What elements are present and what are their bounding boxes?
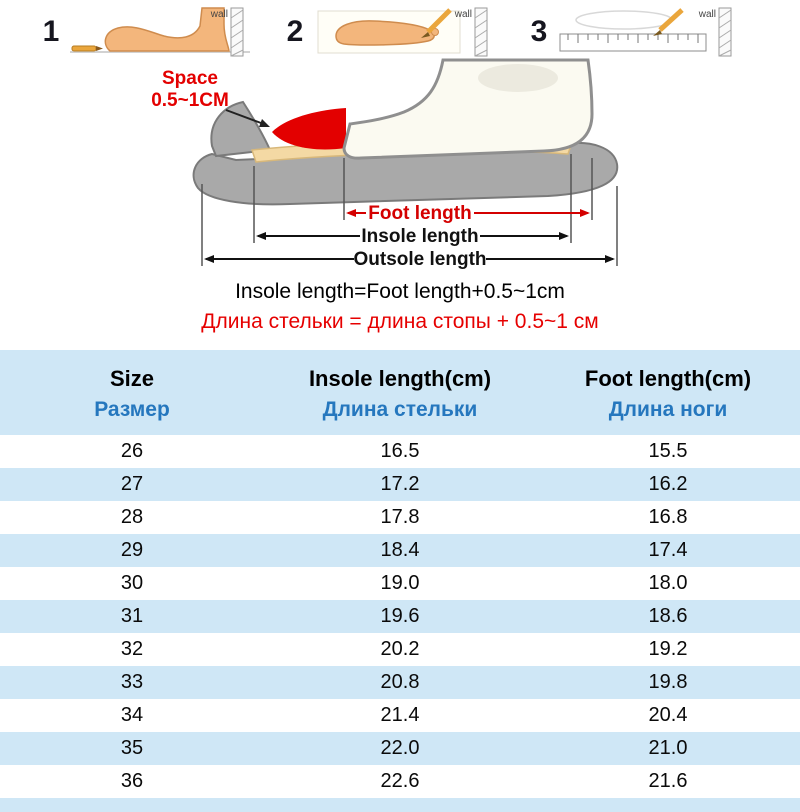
size-cell: 27 (120, 473, 144, 495)
foot-cell: 18.0 (648, 572, 688, 594)
column-header-foot-en: Foot length(cm) (584, 366, 752, 392)
foot-diagram-svg: Space 0.5~1CM Foot length (151, 58, 619, 270)
size-cell: 30 (120, 572, 144, 594)
outsole-length-label: Outsole length (354, 249, 487, 270)
table-row: 27 17.2 16.2 (0, 468, 800, 501)
foot-cell: 16.8 (648, 506, 688, 528)
size-cell: 36 (120, 770, 144, 792)
wall-label: wall (454, 9, 472, 20)
column-header-insole-en: Insole length(cm) (308, 366, 492, 392)
foot-measure-diagram: Space 0.5~1CM Foot length (0, 58, 800, 278)
foot-profile-icon (104, 7, 230, 52)
step-3-illustration: wall (559, 7, 732, 57)
space-label-line1: Space (162, 68, 218, 89)
foot-length-label: Foot length (368, 203, 471, 224)
insole-length-label: Insole length (361, 226, 478, 247)
size-cell: 29 (120, 539, 144, 561)
toe-space-shape (272, 108, 346, 150)
size-cell: 26 (120, 440, 144, 462)
size-cell: 31 (120, 605, 144, 627)
table-row: 35 22.0 21.0 (0, 732, 800, 765)
insole-cell: 22.0 (380, 737, 420, 759)
column-header-size-ru: Размер (94, 398, 170, 422)
table-row: 26 16.5 15.5 (0, 435, 800, 468)
dimension-guides (201, 154, 618, 266)
size-cell: 28 (120, 506, 144, 528)
table-row: 31 19.6 18.6 (0, 600, 800, 633)
insole-cell: 19.0 (380, 572, 420, 594)
step-1-illustration: wall (70, 7, 250, 57)
ruler-icon (559, 33, 707, 52)
pencil-icon (658, 8, 684, 32)
column-header-size-en: Size (109, 366, 155, 392)
pencil-icon (426, 8, 452, 34)
wall-icon (718, 7, 732, 57)
insole-cell: 16.5 (380, 440, 420, 462)
foot-length-arrow (346, 209, 590, 217)
foot-cell: 19.2 (648, 638, 688, 660)
foot-cell: 18.6 (648, 605, 688, 627)
wall-icon (230, 7, 244, 57)
table-row: 28 17.8 16.8 (0, 501, 800, 534)
column-header-size: Size Размер (0, 350, 264, 435)
table-row: 33 20.8 19.8 (0, 666, 800, 699)
size-cell: 34 (120, 704, 144, 726)
pencil-icon (71, 45, 97, 52)
wall-label: wall (210, 9, 228, 20)
foot-cell: 21.6 (648, 770, 688, 792)
size-cell: 35 (120, 737, 144, 759)
column-header-insole: Insole length(cm) Длина стельки (264, 350, 536, 435)
column-header-foot-ru: Длина ноги (608, 398, 728, 422)
measure-step-1: 1 wall (38, 6, 274, 58)
table-row: 34 21.4 20.4 (0, 699, 800, 732)
measure-step-3: 3 wall (526, 6, 762, 58)
step-1-number: 1 (42, 15, 60, 48)
table-row: 36 22.6 21.6 (0, 765, 800, 798)
foot-cell: 19.8 (648, 671, 688, 693)
insole-length-arrow (256, 232, 569, 240)
outsole-length-arrow (204, 255, 615, 263)
foot-outline-icon (335, 20, 435, 46)
bottom-stripe (0, 798, 800, 812)
column-header-insole-ru: Длина стельки (322, 398, 478, 422)
insole-cell: 20.8 (380, 671, 420, 693)
insole-cell: 20.2 (380, 638, 420, 660)
size-cell: 32 (120, 638, 144, 660)
foot-trace-icon (575, 10, 673, 30)
table-header-row: Size Размер Insole length(cm) Длина стел… (0, 350, 800, 435)
foot-cell: 20.4 (648, 704, 688, 726)
column-header-foot: Foot length(cm) Длина ноги (536, 350, 800, 435)
wall-icon (474, 7, 488, 57)
wall-label: wall (698, 9, 716, 20)
formula-russian: Длина стельки = длина стопы + 0.5~1 см (201, 310, 599, 333)
formula-english: Insole length=Foot length+0.5~1cm (235, 280, 565, 303)
measure-step-2: 2 wall (282, 6, 518, 58)
insole-cell: 17.2 (380, 473, 420, 495)
step-2-number: 2 (286, 15, 304, 48)
table-row: 32 20.2 19.2 (0, 633, 800, 666)
insole-cell: 19.6 (380, 605, 420, 627)
table-row: 30 19.0 18.0 (0, 567, 800, 600)
foot-cell: 17.4 (648, 539, 688, 561)
space-arrow-icon (259, 119, 270, 127)
step-3-number: 3 (530, 15, 548, 48)
size-cell: 33 (120, 671, 144, 693)
measure-steps: 1 wall 2 (0, 0, 800, 58)
foot-cell: 21.0 (648, 737, 688, 759)
insole-cell: 17.8 (380, 506, 420, 528)
size-table: Size Размер Insole length(cm) Длина стел… (0, 350, 800, 798)
step-2-illustration: wall (317, 7, 488, 57)
insole-cell: 22.6 (380, 770, 420, 792)
insole-cell: 18.4 (380, 539, 420, 561)
insole-cell: 21.4 (380, 704, 420, 726)
ankle-shadow (478, 64, 558, 92)
table-row: 29 18.4 17.4 (0, 534, 800, 567)
foot-cell: 15.5 (648, 440, 688, 462)
foot-cell: 16.2 (648, 473, 688, 495)
space-label-line2: 0.5~1CM (151, 90, 229, 111)
